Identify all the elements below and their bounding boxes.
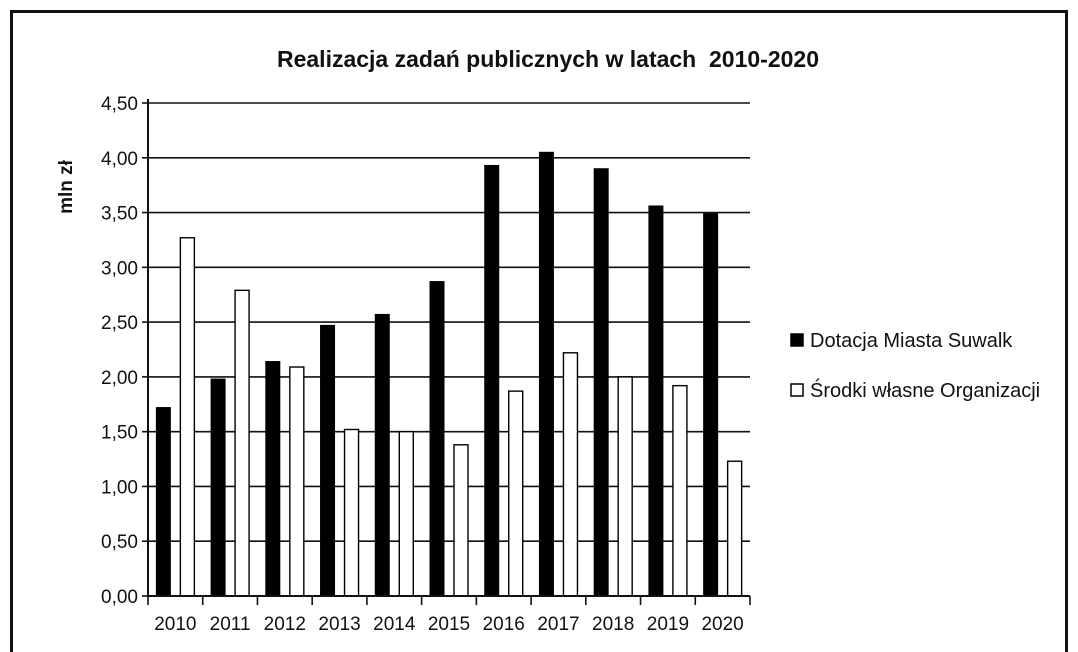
bar-srodki [508, 390, 524, 597]
bar-dotacja [429, 281, 445, 597]
bar-srodki [289, 366, 305, 597]
x-tick-label: 2013 [318, 614, 360, 635]
bar-dotacja [648, 205, 664, 597]
x-tick-label: 2017 [537, 614, 579, 635]
x-tick-label: 2010 [154, 614, 196, 635]
bar-dotacja [265, 361, 281, 597]
y-tick-label: 0,50 [101, 532, 138, 553]
x-tick-label: 2018 [592, 614, 634, 635]
y-tick-label: 4,00 [101, 149, 138, 170]
legend: Dotacja Miasta Suwalk Środki własne Orga… [790, 330, 1040, 402]
y-tick-label: 4,50 [101, 94, 138, 115]
bar-srodki [726, 460, 743, 597]
x-tick-label: 2012 [264, 614, 306, 635]
bar-dotacja [484, 164, 500, 597]
y-axis-label: mln zł [56, 159, 77, 214]
x-tick-label: 2014 [373, 614, 416, 635]
y-tick-labels: 0,00 0,50 1,00 1,50 2,00 2,50 3,00 3,50 4,00 4,50 [101, 94, 138, 608]
legend-label-srodki: Środki własne Organizacji [810, 378, 1040, 402]
bar-srodki [672, 384, 688, 597]
bar-srodki [562, 352, 579, 597]
y-tick-label: 1,50 [101, 423, 138, 444]
chart-title: Realizacja zadań publicznych w latach 20… [277, 46, 819, 72]
bar-dotacja [374, 313, 390, 597]
x-tick-label: 2015 [428, 614, 470, 635]
x-tick-labels: 2010 2011 2012 2013 2014 2015 2016 2017 2018 2019… [154, 614, 744, 635]
axes [147, 99, 751, 605]
bar-dotacja [210, 378, 226, 597]
bar-srodki [179, 237, 196, 597]
legend-swatch-srodki [790, 383, 804, 397]
bar-dotacja [320, 324, 336, 597]
y-tick-label: 1,00 [101, 477, 138, 498]
bar-dotacja [593, 168, 609, 597]
bar-dotacja [538, 151, 554, 597]
y-tick-label: 0,00 [101, 587, 138, 608]
x-tick-label: 2019 [647, 614, 689, 635]
legend-item-srodki: Środki własne Organizacji [790, 378, 1040, 402]
x-tick-label: 2020 [701, 614, 743, 635]
legend-item-dotacja: Dotacja Miasta Suwalk [790, 330, 1013, 352]
bar-srodki [398, 430, 414, 597]
bar-srodki [343, 428, 360, 597]
bars [155, 151, 743, 597]
x-tick-label: 2016 [483, 614, 525, 635]
bar-dotacja [703, 213, 719, 597]
x-tick-label: 2011 [210, 614, 251, 635]
legend-swatch-dotacja [790, 333, 804, 347]
y-tick-label: 3,50 [101, 204, 138, 225]
y-tick-label: 2,50 [101, 313, 138, 334]
bar-dotacja [155, 407, 171, 597]
y-tick-label: 3,00 [101, 258, 138, 279]
bar-srodki [617, 376, 633, 597]
bar-srodki [453, 444, 469, 597]
bar-srodki [234, 289, 250, 597]
legend-label-dotacja: Dotacja Miasta Suwalk [810, 330, 1013, 352]
y-tick-label: 2,00 [101, 368, 138, 389]
